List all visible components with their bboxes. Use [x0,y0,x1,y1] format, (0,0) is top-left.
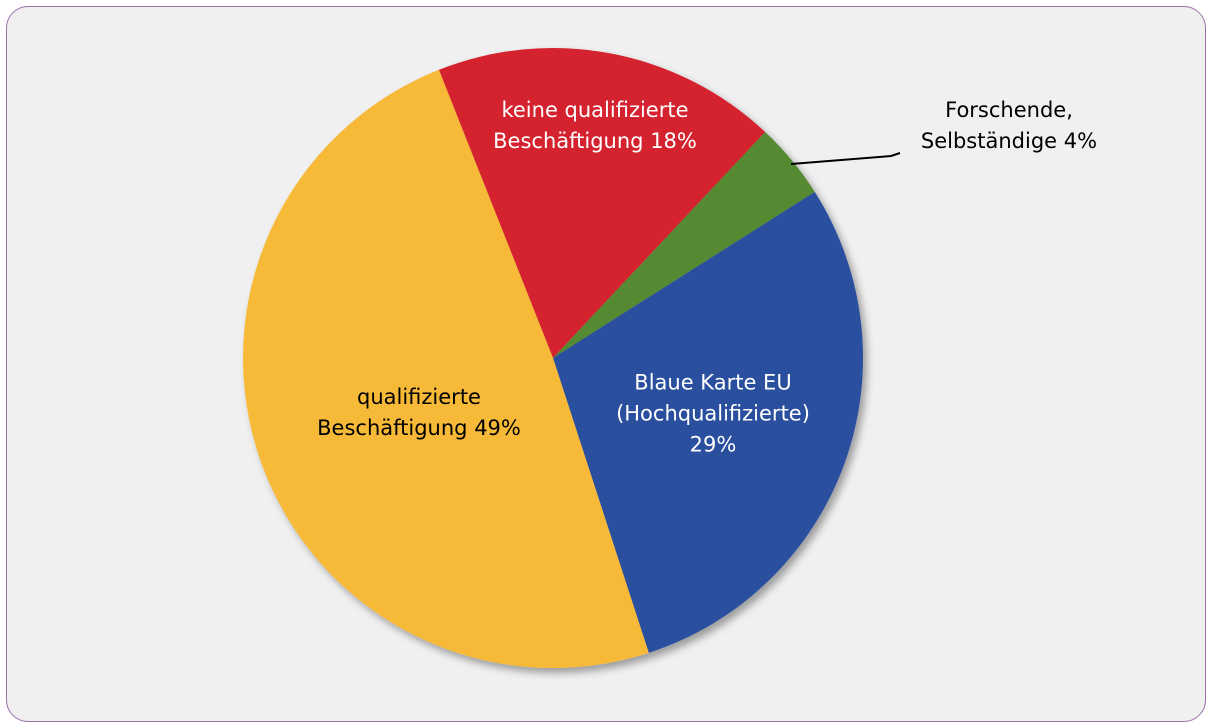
category-label: qualifizierte Beschäftigung [317,385,481,440]
value-label: 49% [474,416,521,440]
value-label: 18% [650,129,697,153]
category-label: keine qualifizierte Beschäftigung [493,98,689,153]
chart [243,48,901,668]
slice [553,132,815,358]
leader-line [790,152,901,165]
slice-label: keine qualifizierte Beschäftigung 18% [475,95,715,157]
value-label: 29% [689,432,737,457]
slice-label: qualifizierte Beschäftigung 49% [307,382,532,444]
panel: keine qualifizierte Beschäftigung 18% For… [6,6,1206,722]
slice-label: Forschende, Selbständige 4% [907,95,1112,157]
slice [438,48,766,358]
category-label: Forschende, Selbständige [920,98,1073,153]
slice [553,191,863,653]
value-label: 4% [1063,129,1098,153]
slice [243,69,649,668]
pie [243,48,863,668]
category-label: Blaue Karte EU (Hochqualifizierte) [616,370,810,426]
slice-label: Blaue Karte EU (Hochqualifizierte) 29% [606,368,821,461]
